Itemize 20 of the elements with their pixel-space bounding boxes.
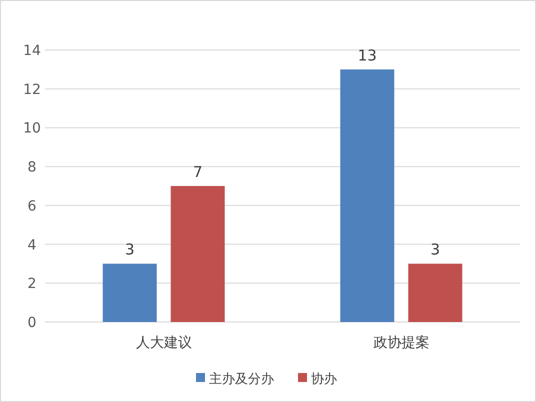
- x-tick-label: 人大建议: [136, 335, 192, 351]
- bar: [102, 264, 157, 322]
- legend-label: 主办及分办: [209, 371, 274, 387]
- bar: [408, 264, 462, 322]
- bar: [170, 186, 225, 322]
- data-label: 3: [430, 240, 440, 259]
- bar: [340, 69, 394, 322]
- data-label: 3: [124, 240, 135, 259]
- data-label: 7: [192, 163, 203, 181]
- y-tick-label: 8: [28, 160, 36, 176]
- legend-label: 协办: [311, 372, 337, 387]
- y-tick-label: 4: [28, 237, 37, 254]
- x-tick-label: 政协提案: [373, 334, 430, 351]
- data-label: 13: [358, 46, 377, 64]
- y-tick-label: 2: [28, 276, 36, 292]
- y-tick-label: 6: [28, 198, 37, 214]
- y-tick-label: 14: [23, 43, 41, 59]
- y-tick-label: 0: [28, 315, 36, 331]
- y-tick-label: 12: [23, 82, 41, 98]
- y-tick-label: 10: [23, 120, 41, 137]
